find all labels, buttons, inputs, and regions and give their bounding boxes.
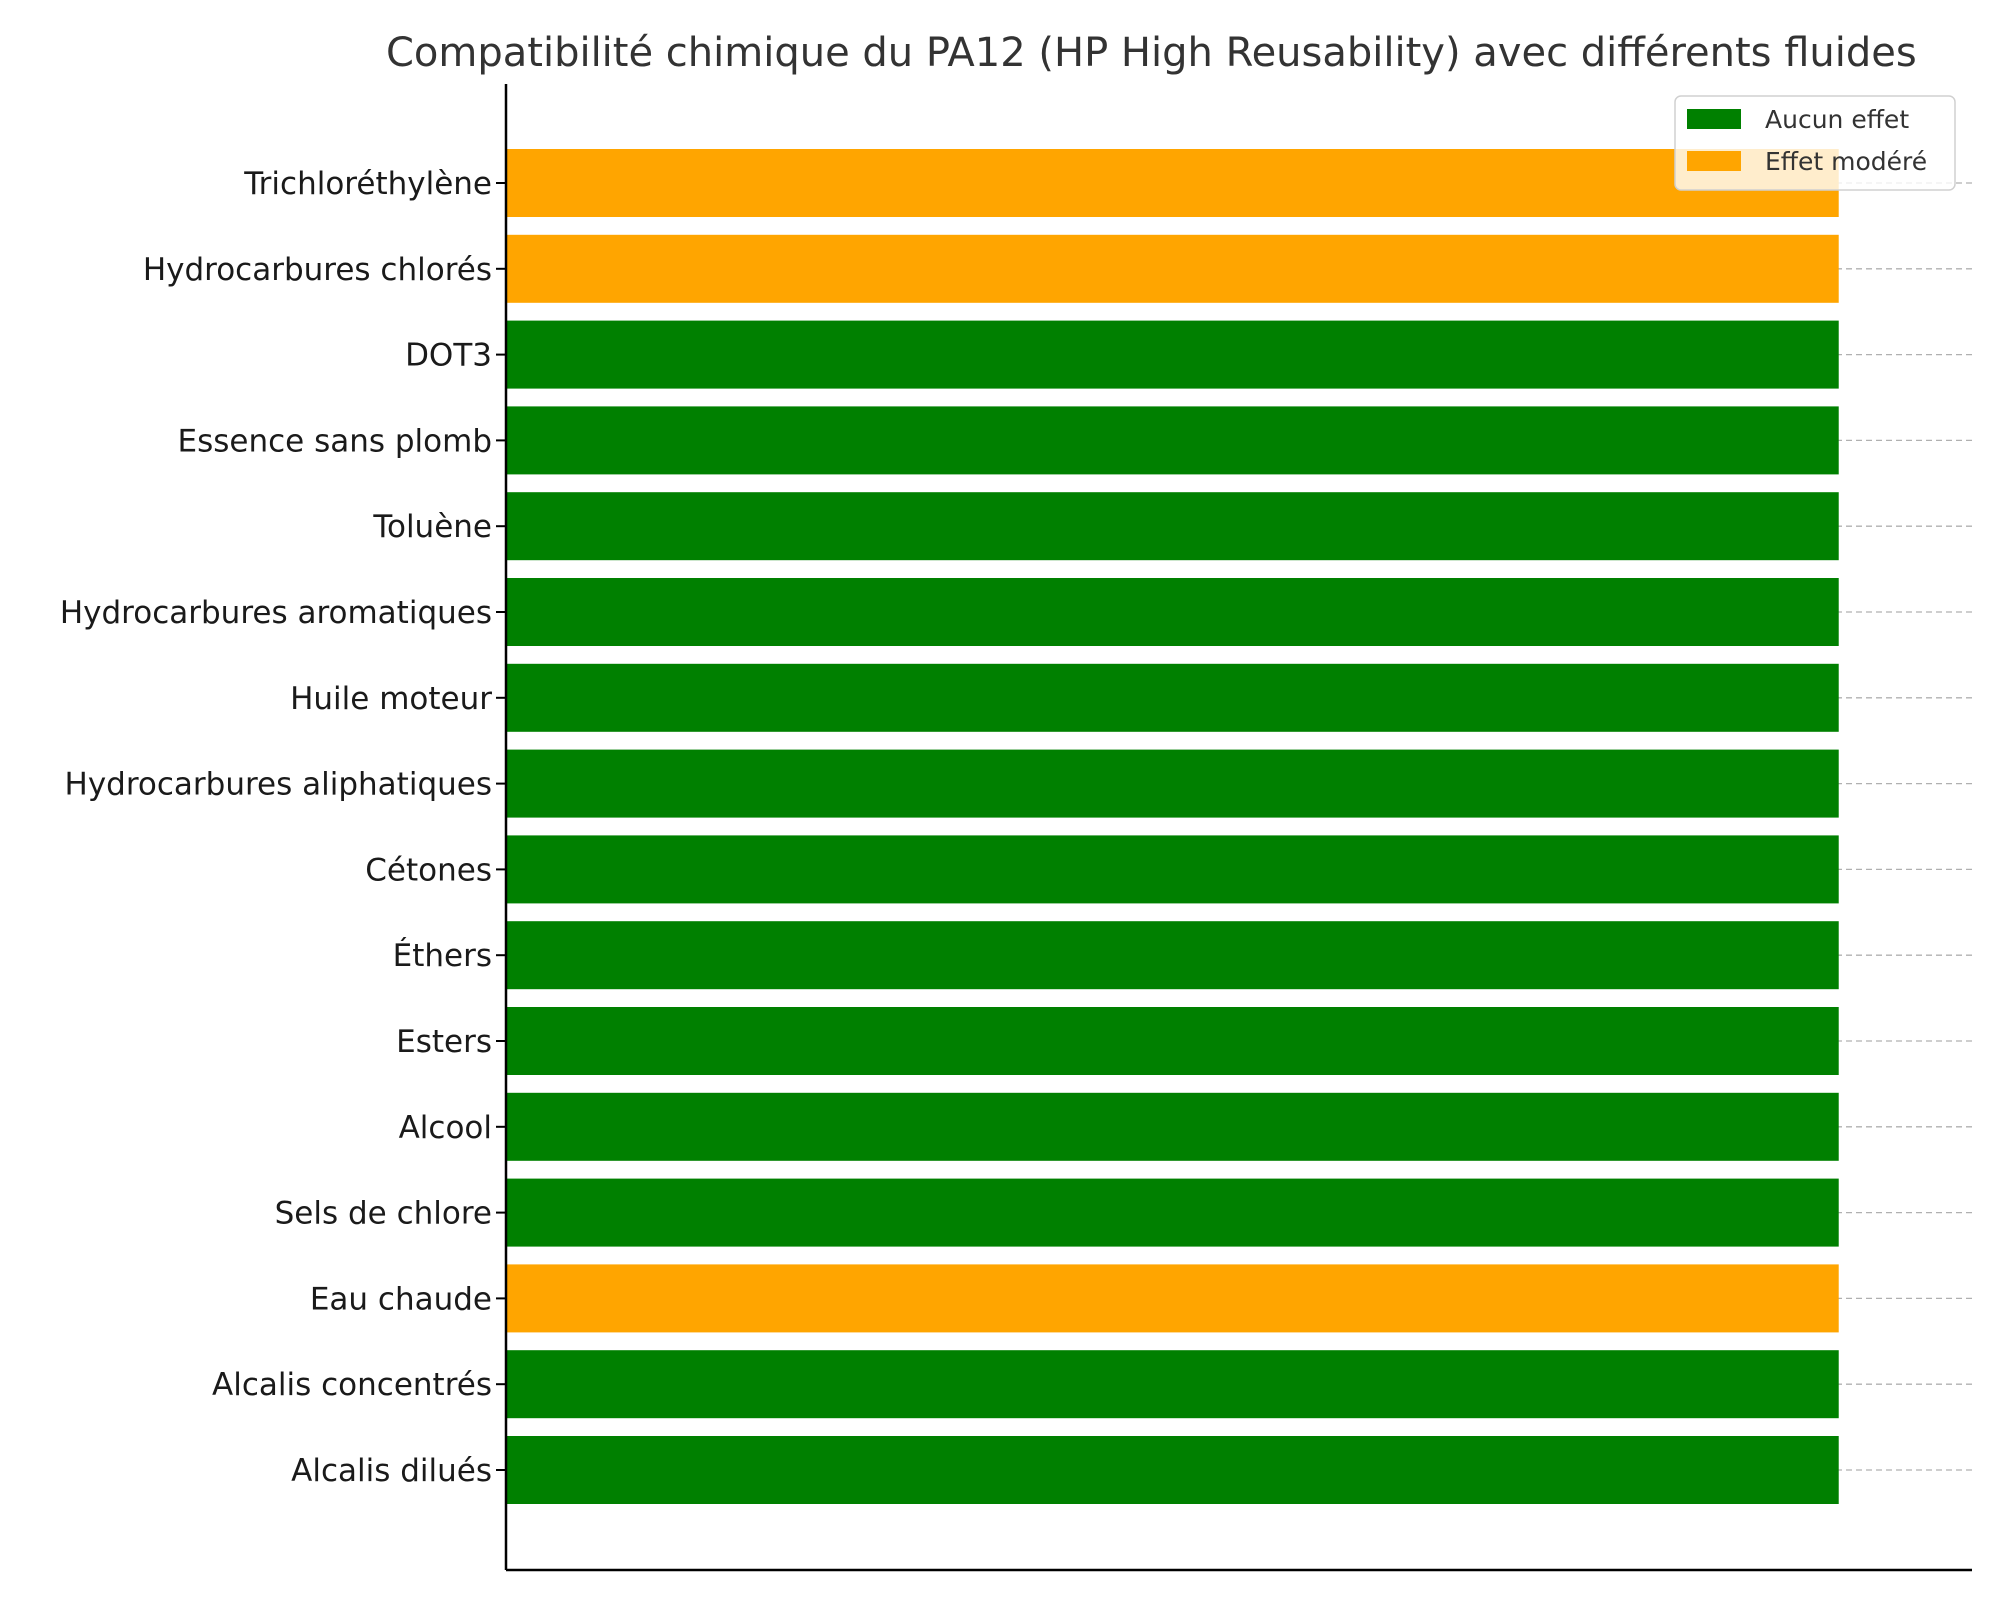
- bar: [506, 835, 1839, 904]
- y-tick-label: Hydrocarbures aromatiques: [60, 595, 492, 631]
- bar: [506, 663, 1839, 732]
- bar: [506, 1007, 1839, 1075]
- bar: [506, 1092, 1839, 1161]
- y-tick-label: Cétones: [365, 852, 492, 888]
- legend-label: Effet modéré: [1765, 147, 1927, 176]
- bar: [506, 1436, 1839, 1504]
- y-tick-label: Huile moteur: [290, 681, 492, 717]
- legend-swatch: [1687, 151, 1741, 171]
- bar: [506, 149, 1839, 217]
- bar: [506, 492, 1839, 561]
- y-tick-label: Hydrocarbures aliphatiques: [65, 767, 492, 803]
- bar: [506, 921, 1839, 990]
- legend-swatch: [1687, 109, 1741, 129]
- legend: Aucun effet Effet modéré: [1674, 95, 1956, 191]
- y-tick-label: Essence sans plomb: [177, 423, 492, 459]
- bar: [506, 1178, 1839, 1247]
- y-tick-label: Esters: [396, 1024, 492, 1060]
- y-tick-label: Eau chaude: [310, 1281, 492, 1317]
- bar: [506, 749, 1839, 818]
- bar: [506, 1264, 1839, 1333]
- bar: [506, 234, 1839, 303]
- y-tick-label: Alcalis concentrés: [212, 1367, 492, 1403]
- y-tick-label: Alcool: [399, 1110, 492, 1146]
- legend-label: Aucun effet: [1765, 105, 1909, 134]
- y-tick-label: Éthers: [393, 938, 492, 974]
- bars: [506, 149, 1839, 1504]
- bar: [506, 1350, 1839, 1419]
- y-tick-label: Alcalis dilués: [291, 1453, 492, 1489]
- chart-title: Compatibilité chimique du PA12 (HP High …: [386, 30, 1917, 76]
- y-tick-labels: Alcalis dilués Alcalis concentrés Eau chau…: [60, 166, 506, 1489]
- legend-box: [1674, 95, 1956, 191]
- axes: [504, 84, 1972, 1572]
- bar: [506, 578, 1839, 646]
- y-tick-label: Sels de chlore: [275, 1196, 492, 1232]
- y-tick-label: Trichloréthylène: [243, 166, 492, 202]
- y-tick-label: Toluène: [372, 509, 492, 545]
- bar: [506, 320, 1839, 389]
- y-tick-label: Hydrocarbures chlorés: [143, 252, 492, 288]
- bar: [506, 406, 1839, 475]
- y-tick-label: DOT3: [405, 338, 492, 374]
